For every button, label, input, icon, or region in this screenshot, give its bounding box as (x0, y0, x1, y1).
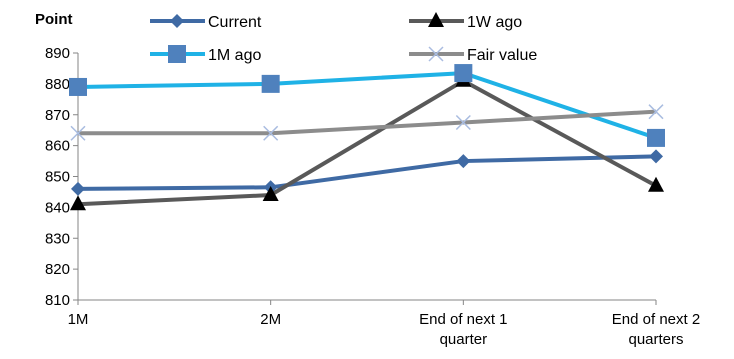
data-point-x (455, 114, 471, 130)
series-lines (77, 71, 657, 207)
y-tick-label: 810 (45, 292, 70, 309)
data-point-diamond (649, 149, 663, 164)
data-point-x (648, 104, 664, 120)
data-point-x (263, 125, 279, 141)
x-tick-label: quarter (440, 331, 488, 348)
data-point-triangle (70, 195, 86, 211)
data-point-x-stroke (263, 125, 279, 141)
legend-label: 1M ago (208, 47, 261, 64)
data-point-square (647, 128, 665, 147)
axes: 810 820 830 840 850 860 870 880 890 1M 2M End of ne… (45, 45, 700, 348)
legend-label: Current (208, 14, 262, 31)
data-point-x (428, 46, 444, 62)
x-tick-label: End of next 1 (419, 311, 507, 328)
y-tick-label: 870 (45, 107, 70, 124)
data-point-square (168, 45, 186, 63)
series-line (77, 78, 657, 207)
data-point-square (261, 74, 280, 93)
y-tick-label: 840 (45, 199, 70, 216)
data-point-x-stroke (70, 125, 86, 141)
y-tick-label: 880 (45, 76, 70, 93)
y-tick-label: 850 (45, 169, 70, 186)
data-point-x (70, 125, 86, 141)
y-tick-label: 830 (45, 230, 70, 247)
data-point-triangle (428, 12, 444, 27)
legend: Current 1W ago 1M ago Fair value (150, 12, 537, 64)
series-line (77, 154, 657, 191)
series-markers (69, 64, 665, 211)
series-line (77, 71, 657, 140)
legend-label: 1W ago (467, 14, 522, 31)
data-point-diamond (456, 154, 471, 169)
data-point-diamond (170, 14, 184, 28)
x-tick-label: quarters (628, 331, 683, 348)
y-axis-label: Point (35, 11, 73, 28)
data-point-diamond (71, 181, 85, 196)
series-line (78, 109, 657, 136)
data-point-square (69, 77, 87, 96)
data-point-x-stroke (455, 114, 471, 130)
y-tick-label: 860 (45, 138, 70, 155)
y-tick-label: 820 (45, 261, 70, 278)
data-point-x-stroke (648, 104, 664, 120)
x-tick-label: 2M (260, 311, 281, 328)
y-tick-label: 890 (45, 45, 70, 62)
data-point-triangle (648, 176, 664, 192)
data-point-triangle (262, 186, 279, 202)
data-point-square (454, 64, 473, 83)
x-tick-label: 1M (68, 311, 89, 328)
x-tick-label: End of next 2 (612, 311, 700, 328)
data-point-x-stroke (428, 46, 444, 62)
legend-label: Fair value (467, 47, 537, 64)
